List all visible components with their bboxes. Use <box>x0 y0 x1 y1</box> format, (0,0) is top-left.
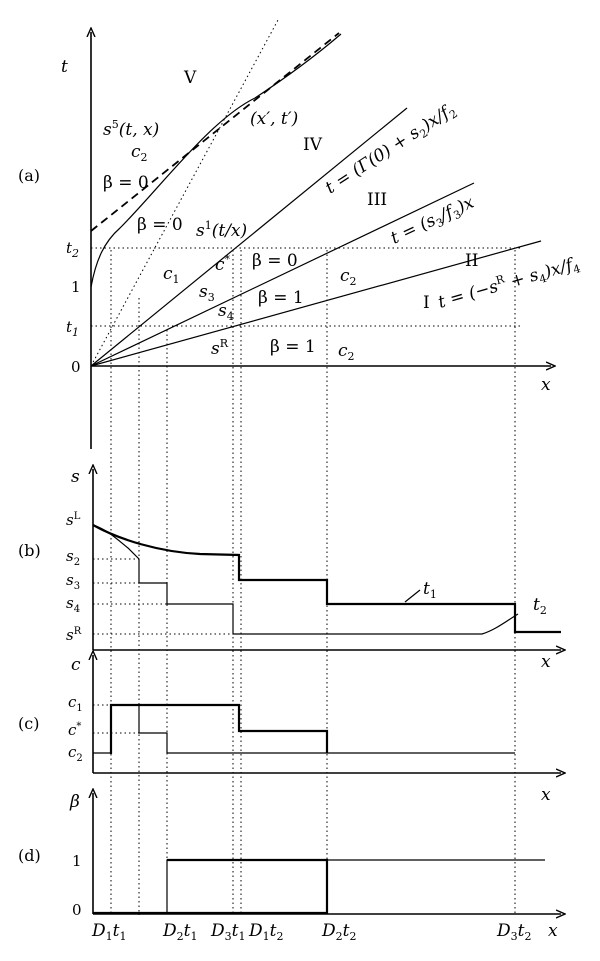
tick-s2: s2 <box>66 547 80 568</box>
tick-t2: tt22 <box>66 239 79 260</box>
tick-zero-d: 0 <box>72 901 82 919</box>
beta-axis-label: β <box>69 792 80 812</box>
cstar-label: c* <box>215 253 231 275</box>
guide-lines <box>110 250 516 915</box>
xtick-D2t2: D2t2 <box>321 921 356 943</box>
profile-c-t2 <box>93 704 515 754</box>
panel-d: (d) β x 1 0 D1t1 D2t1 D3t1 D1t2 D2t2 D3t… <box>18 792 561 943</box>
xtick-D2t1: D2t1 <box>162 921 197 943</box>
region-I: I <box>423 293 430 313</box>
s4-label: s4 <box>218 301 234 323</box>
curve-s5 <box>90 33 342 288</box>
s5-label: s5(t, x) <box>103 118 159 140</box>
region-V: V <box>183 68 197 88</box>
line-IV-eq: t = (Γ(0) + s2)x/f2 <box>322 99 460 199</box>
panel-c-label: (c) <box>18 714 39 733</box>
ray-IV <box>90 107 408 367</box>
c2-mid-label: c2 <box>340 266 357 288</box>
x-axis-label-c: x <box>541 785 551 805</box>
tick-sR: sR <box>66 626 82 644</box>
profile-d-t1 <box>93 858 329 915</box>
beta1-upper: β = 1 <box>258 288 304 308</box>
tick-s4: s4 <box>66 594 80 615</box>
panel-a: (a) t x tt22 1 t1 0 V IV III II I (x′, t… <box>18 19 582 449</box>
xtick-D1t1: D1t1 <box>91 921 126 943</box>
ray-I <box>90 240 542 367</box>
tick-sL: sL <box>66 511 81 529</box>
panel-b: (b) s x sL s2 s3 s4 sR t1 t2 <box>18 467 561 672</box>
x-axis-label-a: x <box>541 375 551 395</box>
xtick-D3t2: D3t2 <box>496 921 531 943</box>
sR-label: sR <box>211 337 229 359</box>
label-t1: t1 <box>423 579 437 601</box>
beta1-lower: β = 1 <box>270 337 316 357</box>
profile-t1 <box>92 524 561 634</box>
panel-a-label: (a) <box>18 166 40 185</box>
profile-t2 <box>92 524 519 635</box>
tick-one-a: 1 <box>71 278 81 296</box>
c-axis-label: c <box>71 655 81 675</box>
beta0-right: β = 0 <box>252 251 298 271</box>
s1-label: s1(t/x) <box>196 219 247 241</box>
t1-pointer <box>404 589 421 603</box>
line-I-eq: t = (−sR + s4)x/f4 <box>435 251 582 314</box>
tick-c1: c1 <box>68 693 83 714</box>
x-axis-label-d: x <box>548 921 558 941</box>
tick-cstar: c* <box>68 721 81 739</box>
c2-top-label: c2 <box>131 142 148 164</box>
tick-zero-a: 0 <box>71 358 81 376</box>
x-axis-label-b: x <box>541 652 551 672</box>
panel-b-label: (b) <box>18 541 41 560</box>
c2-lower-label: c2 <box>338 341 355 363</box>
profile-d-t2 <box>93 859 545 914</box>
beta0-mid: β = 0 <box>137 215 183 235</box>
line-III-eq: t = (s3/f3)x <box>388 192 479 250</box>
s-axis-label: s <box>71 467 80 487</box>
beta0-top: β = 0 <box>103 173 149 193</box>
region-IV: IV <box>303 135 323 155</box>
tick-s3: s3 <box>66 571 80 592</box>
tick-one-d: 1 <box>72 852 82 870</box>
s3-label: s3 <box>199 282 215 304</box>
tick-c2: c2 <box>68 743 83 764</box>
c1-label: c1 <box>163 264 180 286</box>
region-III: III <box>367 190 387 210</box>
t-axis-label: t <box>61 57 68 77</box>
tick-t1: t1 <box>66 318 79 339</box>
ray-III <box>90 182 475 367</box>
xtick-D3t1: D3t1 <box>210 921 245 943</box>
xtick-D1t2: D1t2 <box>248 921 283 943</box>
label-t2: t2 <box>533 595 547 617</box>
panel-c: (c) c x c1 c* c2 <box>18 655 561 805</box>
profile-c-t1 <box>109 703 329 754</box>
region-II: II <box>465 251 478 271</box>
point-label: (x′, t′) <box>250 109 298 129</box>
dashed-asymptote <box>90 32 340 232</box>
panel-d-label: (d) <box>18 846 41 865</box>
